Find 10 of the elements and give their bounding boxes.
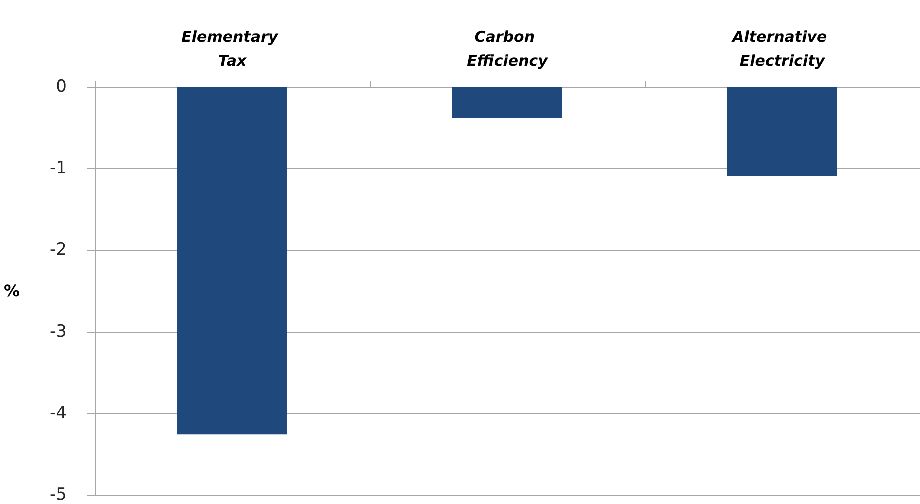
- x-tick-label: Carbon Efficiency: [467, 28, 550, 70]
- x-tick-label: Alternative Electricity: [732, 28, 832, 70]
- x-tick-label: Elementary Tax: [182, 28, 284, 70]
- y-tick-label: -4: [50, 403, 67, 424]
- y-tick-label: -5: [50, 485, 67, 504]
- y-tick-label: 0: [56, 77, 67, 97]
- y-axis-title: %: [4, 282, 20, 300]
- y-tick-label: -1: [50, 158, 67, 179]
- y-tick-label: -2: [50, 240, 67, 260]
- y-tick-label: -3: [50, 322, 67, 342]
